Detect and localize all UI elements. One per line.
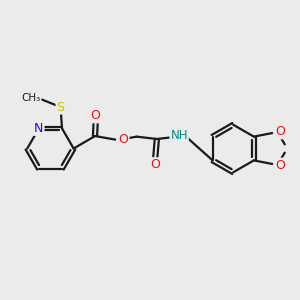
- Text: O: O: [150, 158, 160, 171]
- Text: O: O: [118, 133, 128, 146]
- Text: O: O: [91, 109, 100, 122]
- Text: NH: NH: [170, 129, 188, 142]
- Text: O: O: [276, 125, 286, 138]
- Text: N: N: [34, 122, 44, 135]
- Text: O: O: [276, 159, 286, 172]
- Text: S: S: [56, 100, 64, 113]
- Text: CH₃: CH₃: [21, 93, 40, 103]
